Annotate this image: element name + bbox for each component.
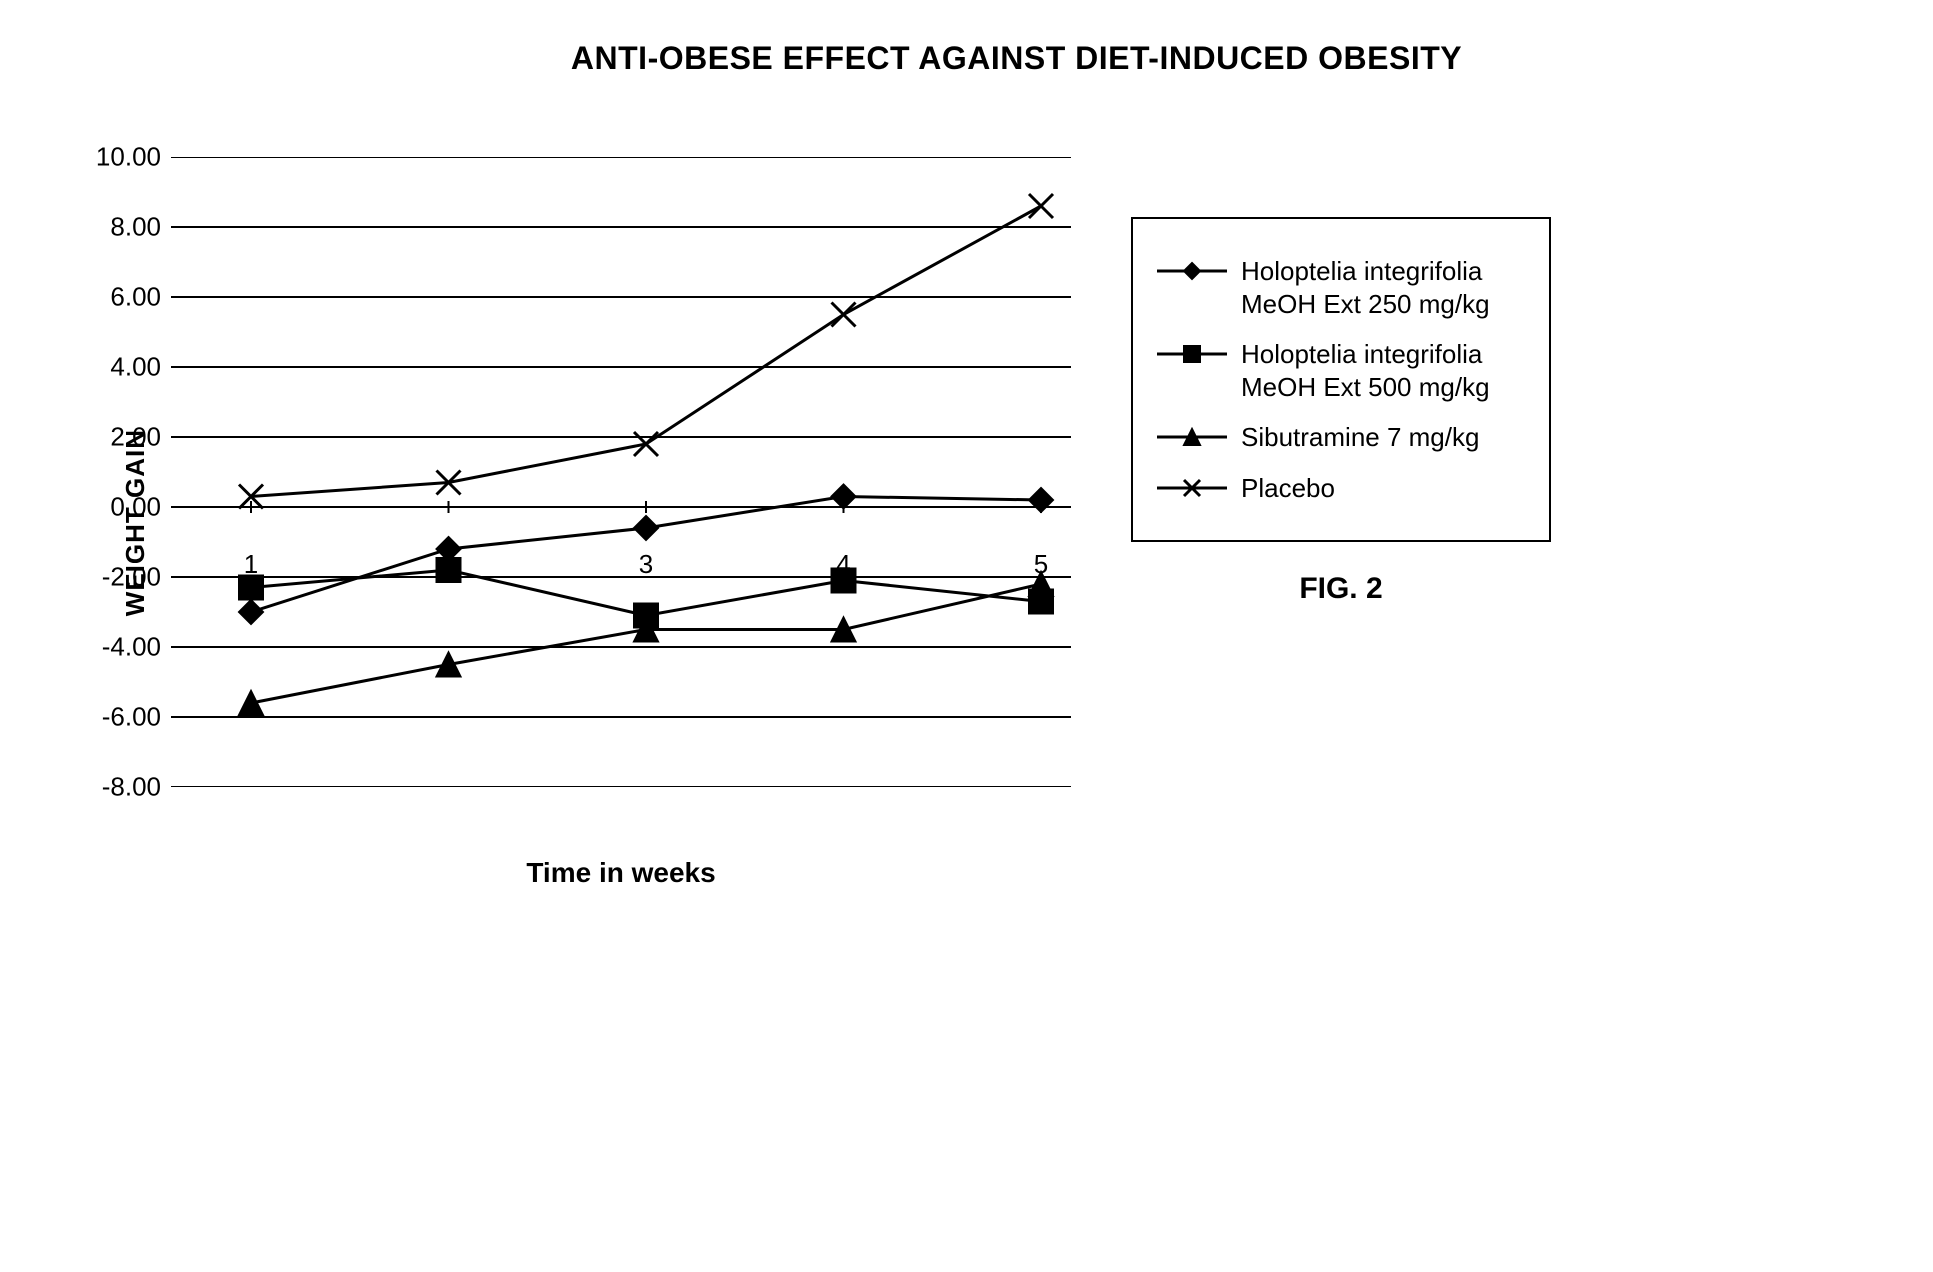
legend-label: Holoptelia integrifolia MeOH Ext 250 mg/… bbox=[1241, 255, 1525, 320]
legend-item: Sibutramine 7 mg/kg bbox=[1157, 421, 1525, 454]
x-marker-icon bbox=[1157, 478, 1227, 498]
y-tick-label: -4.00 bbox=[61, 632, 161, 663]
chart-row: WEIGHT GAIN 10.008.006.004.002.000.00-2.… bbox=[120, 157, 1893, 889]
y-tick-label: 4.00 bbox=[61, 352, 161, 383]
plot-area: 10.008.006.004.002.000.00-2.00-4.00-6.00… bbox=[171, 157, 1071, 889]
legend-label: Placebo bbox=[1241, 472, 1335, 505]
y-tick-label: 2.00 bbox=[61, 422, 161, 453]
y-tick-label: 8.00 bbox=[61, 212, 161, 243]
right-column: Holoptelia integrifolia MeOH Ext 250 mg/… bbox=[1131, 157, 1551, 606]
chart-title: ANTI-OBESE EFFECT AGAINST DIET-INDUCED O… bbox=[140, 40, 1893, 77]
x-tick-label: 2 bbox=[441, 549, 455, 580]
legend-item: Holoptelia integrifolia MeOH Ext 500 mg/… bbox=[1157, 338, 1525, 403]
y-tick-label: 10.00 bbox=[61, 142, 161, 173]
y-tick-label: -6.00 bbox=[61, 702, 161, 733]
x-ticks: 1 2 3 4 5 bbox=[171, 157, 1071, 787]
triangle-marker-icon bbox=[1157, 427, 1227, 447]
legend-item: Holoptelia integrifolia MeOH Ext 250 mg/… bbox=[1157, 255, 1525, 320]
x-tick-label: 4 bbox=[836, 549, 850, 580]
y-tick-label: -2.00 bbox=[61, 562, 161, 593]
legend-label: Holoptelia integrifolia MeOH Ext 500 mg/… bbox=[1241, 338, 1525, 403]
figure-caption: FIG. 2 bbox=[1299, 572, 1382, 606]
legend-label: Sibutramine 7 mg/kg bbox=[1241, 421, 1479, 454]
x-tick-label: 5 bbox=[1034, 549, 1048, 580]
chart-wrap: WEIGHT GAIN 10.008.006.004.002.000.00-2.… bbox=[120, 157, 1071, 889]
y-tick-label: -8.00 bbox=[61, 772, 161, 803]
legend-box: Holoptelia integrifolia MeOH Ext 250 mg/… bbox=[1131, 217, 1551, 542]
y-tick-label: 6.00 bbox=[61, 282, 161, 313]
diamond-marker-icon bbox=[1157, 261, 1227, 281]
y-tick-label: 0.00 bbox=[61, 492, 161, 523]
x-tick-label: 3 bbox=[639, 549, 653, 580]
x-axis-label: Time in weeks bbox=[171, 857, 1071, 889]
y-ticks: 10.008.006.004.002.000.00-2.00-4.00-6.00… bbox=[61, 157, 161, 787]
figure-container: ANTI-OBESE EFFECT AGAINST DIET-INDUCED O… bbox=[40, 40, 1893, 1232]
square-marker-icon bbox=[1157, 344, 1227, 364]
x-tick-label: 1 bbox=[244, 549, 258, 580]
legend-item: Placebo bbox=[1157, 472, 1525, 505]
